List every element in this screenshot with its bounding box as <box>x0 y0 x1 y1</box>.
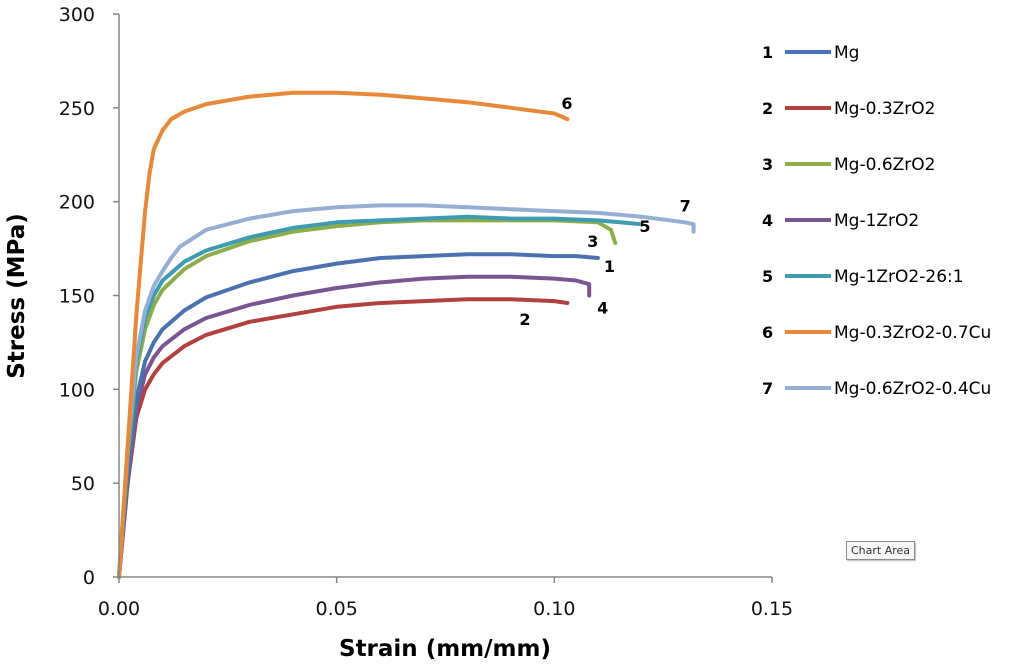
x-tick-label: 0.05 <box>316 598 358 620</box>
legend-number: 6 <box>762 323 773 342</box>
series-line-1 <box>117 252 600 579</box>
legend-label: Mg-0.3ZrO2-0.7Cu <box>834 323 991 343</box>
end-label-3: 3 <box>587 232 598 251</box>
axes: 0 50 100 150 200 250 300 0.00 0.05 0.10 0.15 <box>59 4 793 620</box>
legend-item-5[interactable]: 5 Mg-1ZrO2-26:1 <box>762 267 964 287</box>
series-line-2 <box>117 297 570 579</box>
end-label-2: 2 <box>519 310 530 329</box>
legend-item-7[interactable]: 7 Mg-0.6ZrO2-0.4Cu <box>762 379 991 399</box>
legend-label: Mg-1ZrO2 <box>834 211 919 231</box>
series-line-6 <box>117 90 570 579</box>
legend-number: 5 <box>762 267 773 286</box>
y-tick-label: 200 <box>59 192 95 214</box>
x-tick-label: 0.15 <box>751 598 793 620</box>
legend-label: Mg-0.6ZrO2-0.4Cu <box>834 379 991 399</box>
x-ticks: 0.00 0.05 0.10 0.15 <box>98 577 793 620</box>
legend-number: 1 <box>762 43 773 62</box>
legend-item-1[interactable]: 1 Mg <box>762 43 859 63</box>
y-tick-label: 150 <box>59 286 95 308</box>
y-axis-title: Stress (MPa) <box>4 213 30 379</box>
series-line-4 <box>117 274 592 579</box>
series-line-5 <box>117 214 644 579</box>
x-tick-label: 0.00 <box>98 598 140 620</box>
legend-label: Mg-1ZrO2-26:1 <box>834 267 964 287</box>
series-line-3 <box>117 218 618 579</box>
end-label-1: 1 <box>604 257 615 276</box>
legend-item-6[interactable]: 6 Mg-0.3ZrO2-0.7Cu <box>762 323 991 343</box>
y-tick-label: 100 <box>59 379 95 401</box>
legend-item-3[interactable]: 3 Mg-0.6ZrO2 <box>762 155 935 175</box>
end-label-7: 7 <box>680 197 691 216</box>
legend-number: 3 <box>762 155 773 174</box>
chart-area-tooltip: Chart Area <box>846 541 916 560</box>
end-label-5: 5 <box>639 217 650 236</box>
end-labels: 1 2 3 4 5 6 7 <box>519 94 690 329</box>
legend-label: Mg-0.3ZrO2 <box>834 99 935 119</box>
legend-number: 7 <box>762 379 773 398</box>
legend-label: Mg <box>834 43 859 63</box>
y-tick-label: 50 <box>71 473 95 495</box>
series-line-7 <box>117 203 696 579</box>
legend-number: 2 <box>762 99 773 118</box>
legend-number: 4 <box>762 211 773 230</box>
end-label-4: 4 <box>597 299 608 318</box>
legend-item-2[interactable]: 2 Mg-0.3ZrO2 <box>762 99 935 119</box>
y-tick-label: 250 <box>59 98 95 120</box>
legend[interactable]: 1 Mg 2 Mg-0.3ZrO2 3 Mg-0.6ZrO2 4 Mg-1ZrO2 5 Mg-1Z… <box>762 43 991 399</box>
legend-item-4[interactable]: 4 Mg-1ZrO2 <box>762 211 919 231</box>
x-axis-title: Strain (mm/mm) <box>339 636 551 662</box>
y-ticks: 0 50 100 150 200 250 300 <box>59 4 119 589</box>
plot-lines <box>117 90 696 579</box>
y-tick-label: 0 <box>83 567 95 589</box>
y-tick-label: 300 <box>59 4 95 26</box>
end-label-6: 6 <box>561 94 572 113</box>
x-tick-label: 0.10 <box>533 598 575 620</box>
legend-label: Mg-0.6ZrO2 <box>834 155 935 175</box>
